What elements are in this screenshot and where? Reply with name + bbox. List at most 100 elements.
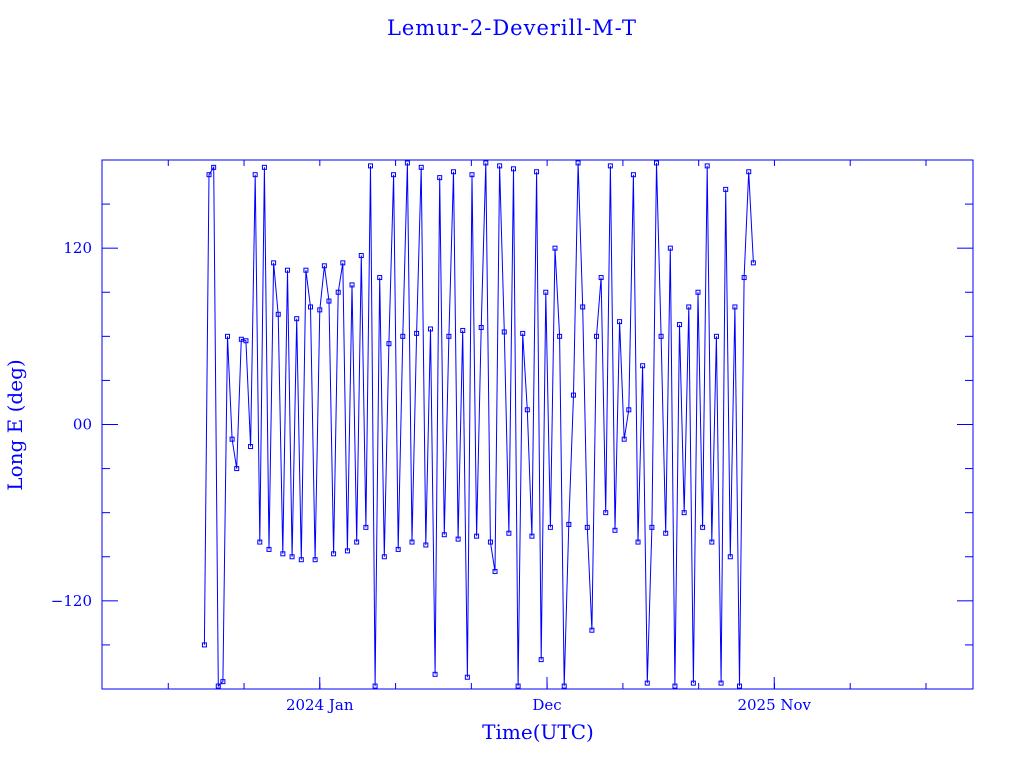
data-point xyxy=(718,680,724,686)
data-point xyxy=(580,304,586,310)
chart-title: Lemur-2-Deverill-M-T xyxy=(386,16,638,40)
data-point xyxy=(344,548,350,554)
data-point xyxy=(211,164,217,170)
data-point xyxy=(723,186,729,192)
data-point xyxy=(201,642,207,648)
data-point xyxy=(644,680,650,686)
data-point xyxy=(358,253,364,259)
data-point xyxy=(497,163,503,169)
x-tick-label: Dec xyxy=(532,696,561,714)
data-point xyxy=(667,245,673,251)
data-point xyxy=(510,166,516,172)
data-point xyxy=(372,683,378,689)
data-point xyxy=(215,683,221,689)
data-point xyxy=(598,275,604,281)
data-point xyxy=(414,330,420,336)
data-point xyxy=(584,524,590,530)
data-point xyxy=(455,536,461,542)
data-point xyxy=(566,521,572,527)
data-point xyxy=(737,683,743,689)
data-point xyxy=(284,267,290,273)
data-point xyxy=(663,530,669,536)
data-point xyxy=(690,680,696,686)
data-point xyxy=(224,333,230,339)
data-point xyxy=(326,298,332,304)
data-point xyxy=(543,289,549,295)
x-tick-label: 2024 Jan xyxy=(286,696,354,714)
data-point xyxy=(349,282,355,288)
data-point xyxy=(594,333,600,339)
data-point xyxy=(275,311,281,317)
data-point xyxy=(617,319,623,325)
data-point xyxy=(492,568,498,574)
data-point xyxy=(561,683,567,689)
data-point xyxy=(441,532,447,538)
data-point xyxy=(478,325,484,331)
data-point xyxy=(501,329,507,335)
data-point xyxy=(626,407,632,413)
data-point xyxy=(280,551,286,557)
data-point xyxy=(653,160,659,166)
data-point xyxy=(538,657,544,663)
data-point xyxy=(340,260,346,266)
data-point xyxy=(575,160,581,166)
data-point xyxy=(487,539,493,545)
y-axis-label: Long E (deg) xyxy=(3,359,27,490)
data-point xyxy=(474,533,480,539)
data-point xyxy=(713,333,719,339)
data-point xyxy=(570,392,576,398)
plot-frame xyxy=(101,159,974,690)
data-point xyxy=(603,510,609,516)
data-point xyxy=(266,546,272,552)
data-point xyxy=(294,316,300,322)
data-point xyxy=(381,554,387,560)
x-axis-label: Time(UTC) xyxy=(482,720,594,744)
data-point xyxy=(607,163,613,169)
data-point xyxy=(404,160,410,166)
data-point xyxy=(529,533,535,539)
data-point xyxy=(391,172,397,178)
data-point xyxy=(727,554,733,560)
data-point xyxy=(354,539,360,545)
data-point xyxy=(700,524,706,530)
data-point xyxy=(248,444,254,450)
data-point xyxy=(520,330,526,336)
data-point xyxy=(741,275,747,281)
data-point xyxy=(377,275,383,281)
data-point xyxy=(432,671,438,677)
data-point xyxy=(303,267,309,273)
x-tick-label: 2025 Nov xyxy=(737,696,811,714)
y-tick-label: 120 xyxy=(63,239,92,257)
data-point xyxy=(695,289,701,295)
data-point xyxy=(427,326,433,332)
y-tick-label: −120 xyxy=(51,592,92,610)
data-point xyxy=(557,333,563,339)
data-point xyxy=(630,172,636,178)
data-point xyxy=(238,336,244,342)
data-point xyxy=(534,169,540,175)
data-point xyxy=(589,627,595,633)
data-point xyxy=(418,164,424,170)
data-point xyxy=(400,333,406,339)
data-point xyxy=(672,683,678,689)
data-point xyxy=(552,245,558,251)
data-point xyxy=(621,436,627,442)
data-point xyxy=(483,160,489,166)
data-point xyxy=(234,466,240,472)
data-point xyxy=(732,304,738,310)
data-point xyxy=(704,163,710,169)
data-point xyxy=(423,542,429,548)
data-point xyxy=(451,169,457,175)
data-point xyxy=(386,341,392,347)
data-point xyxy=(243,338,249,344)
data-point xyxy=(640,363,646,369)
data-point xyxy=(686,304,692,310)
data-point xyxy=(252,172,258,178)
data-point xyxy=(515,683,521,689)
data-point xyxy=(649,524,655,530)
data-point xyxy=(395,546,401,552)
data-point xyxy=(635,539,641,545)
data-point xyxy=(335,289,341,295)
data-point xyxy=(220,679,226,685)
